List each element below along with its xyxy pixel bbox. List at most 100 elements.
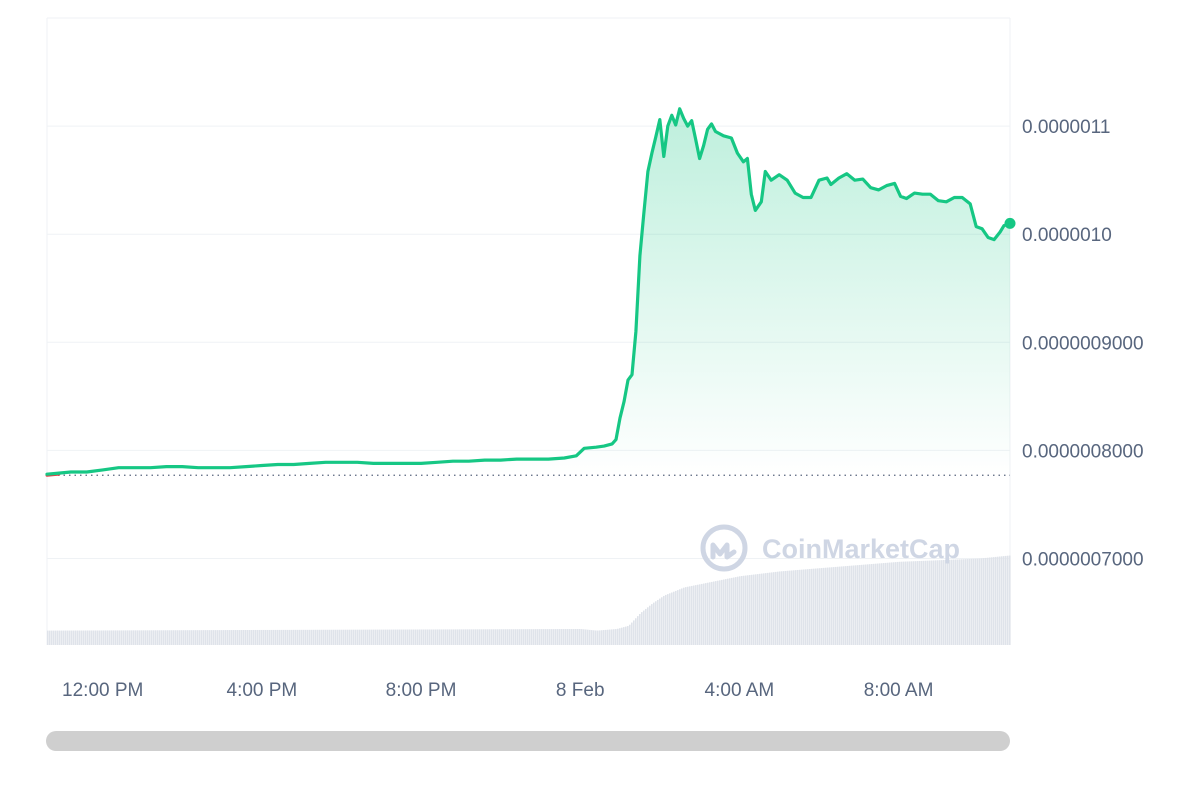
volume-bar — [581, 629, 583, 645]
volume-bar — [723, 579, 725, 645]
volume-bar — [97, 630, 99, 645]
volume-bar — [769, 572, 771, 645]
volume-bar — [121, 630, 123, 645]
volume-bar — [599, 630, 601, 645]
volume-bar — [905, 561, 907, 645]
volume-bar — [145, 630, 147, 645]
volume-bar — [567, 629, 569, 645]
volume-bar — [85, 630, 87, 645]
volume-bar — [635, 618, 637, 645]
volume-bar — [747, 575, 749, 645]
volume-bar — [587, 629, 589, 645]
volume-bar — [1005, 555, 1007, 645]
price-area — [47, 108, 1010, 476]
volume-bar — [115, 630, 117, 645]
volume-bar — [291, 629, 293, 645]
volume-bar — [863, 564, 865, 645]
volume-bar — [109, 630, 111, 645]
volume-bar — [409, 629, 411, 645]
volume-bar — [439, 629, 441, 645]
volume-bar — [499, 629, 501, 645]
volume-bar — [751, 574, 753, 645]
volume-bar — [237, 630, 239, 645]
volume-bar — [511, 629, 513, 645]
volume-bar — [763, 573, 765, 645]
volume-bar — [313, 629, 315, 645]
volume-bar — [1007, 555, 1009, 645]
volume-bar — [287, 629, 289, 645]
volume-bar — [925, 560, 927, 645]
volume-bar — [55, 630, 57, 645]
volume-bar — [561, 629, 563, 645]
volume-bar — [359, 629, 361, 645]
volume-bar — [253, 629, 255, 645]
volume-bar — [51, 630, 53, 645]
volume-bar — [883, 563, 885, 645]
volume-bar — [859, 564, 861, 645]
volume-bar — [963, 559, 965, 645]
volume-bar — [797, 569, 799, 645]
volume-bar — [309, 629, 311, 645]
volume-bar — [73, 630, 75, 645]
volume-bar — [113, 630, 115, 645]
volume-bar — [869, 564, 871, 645]
volume-bar — [767, 572, 769, 645]
volume-bar — [213, 630, 215, 645]
volume-bar — [921, 560, 923, 645]
volume-bar — [437, 629, 439, 645]
volume-bar — [193, 630, 195, 645]
volume-bar — [915, 561, 917, 645]
volume-bar — [83, 630, 85, 645]
volume-bar — [959, 559, 961, 645]
volume-bar — [953, 559, 955, 645]
volume-bar — [687, 586, 689, 645]
volume-bar — [307, 629, 309, 645]
volume-bar — [819, 568, 821, 645]
volume-bar — [903, 561, 905, 645]
volume-bar — [759, 573, 761, 645]
volume-bar — [557, 629, 559, 645]
volume-bar — [393, 629, 395, 645]
volume-bar — [281, 629, 283, 645]
volume-bar — [483, 629, 485, 645]
time-range-scrollbar[interactable] — [46, 731, 1010, 751]
volume-bar — [897, 561, 899, 645]
volume-bar — [815, 568, 817, 645]
volume-bar — [293, 629, 295, 645]
volume-bar — [167, 630, 169, 645]
volume-bar — [475, 629, 477, 645]
volume-bar — [701, 583, 703, 645]
volume-bar — [697, 584, 699, 645]
volume-bar — [817, 568, 819, 645]
volume-bar — [361, 629, 363, 645]
volume-bar — [777, 571, 779, 645]
volume-bar — [917, 561, 919, 645]
volume-bar — [937, 560, 939, 645]
volume-bar — [683, 587, 685, 645]
volume-bar — [821, 568, 823, 645]
volume-bar — [297, 629, 299, 645]
volume-bar — [117, 630, 119, 645]
volume-bar — [609, 629, 611, 645]
volume-bar — [241, 630, 243, 645]
volume-bar — [987, 557, 989, 645]
volume-bar — [95, 630, 97, 645]
volume-bar — [951, 559, 953, 645]
y-tick-label: 0.0000009000 — [1022, 333, 1144, 354]
volume-bar — [303, 629, 305, 645]
volume-bar — [617, 628, 619, 645]
volume-bar — [161, 630, 163, 645]
volume-bar — [865, 564, 867, 645]
volume-bar — [169, 630, 171, 645]
volume-bar — [755, 574, 757, 645]
volume-bar — [283, 629, 285, 645]
volume-bar — [653, 602, 655, 645]
volume-bar — [455, 629, 457, 645]
volume-bar — [919, 560, 921, 645]
volume-bar — [693, 585, 695, 645]
volume-bar — [667, 594, 669, 645]
y-tick-label: 0.0000007000 — [1022, 550, 1144, 571]
volume-bar — [855, 565, 857, 645]
